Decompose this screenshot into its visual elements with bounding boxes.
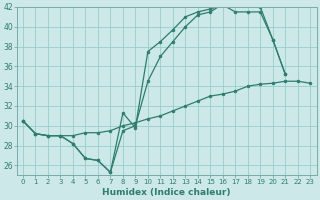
X-axis label: Humidex (Indice chaleur): Humidex (Indice chaleur): [102, 188, 231, 197]
